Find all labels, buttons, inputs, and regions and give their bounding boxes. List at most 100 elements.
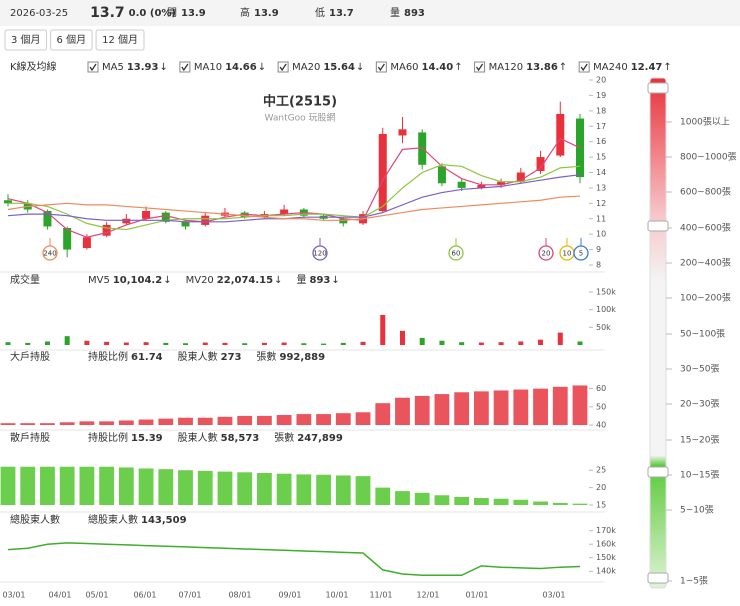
candle-body [477, 184, 486, 188]
candle-body [102, 224, 111, 236]
candle-body [280, 209, 289, 215]
bar [178, 417, 193, 425]
legend-value: 12.47 [631, 62, 663, 73]
bar [296, 414, 312, 425]
field-value: 10,104.2 [113, 275, 162, 286]
bar [118, 420, 134, 425]
bar [577, 341, 583, 345]
y-tick-label: 60 [596, 384, 606, 393]
bar [5, 342, 11, 345]
bar [64, 336, 70, 345]
y-tick-label: 8 [596, 261, 601, 270]
legend-arrow: ↑ [559, 62, 567, 73]
bar [335, 475, 351, 505]
depth-label: 50~100張 [680, 329, 725, 340]
y-tick-label: 150k [596, 553, 616, 562]
bar [257, 473, 272, 505]
range-button-label[interactable]: 12 個月 [102, 33, 138, 46]
y-tick-label: 140k [596, 567, 616, 576]
bar [237, 415, 253, 425]
bar [178, 470, 193, 505]
bar [316, 474, 331, 505]
checkbox[interactable] [474, 61, 486, 73]
x-tick-label: 08/01 [228, 591, 251, 600]
ma-marker-label: 120 [313, 250, 326, 258]
field-label: 量 [297, 274, 307, 286]
legend-arrow: ↓ [356, 62, 364, 73]
x-tick-label: 03/01 [2, 591, 25, 600]
quote-value: 893 [404, 8, 425, 19]
range-button-label[interactable]: 3 個月 [11, 33, 41, 46]
field-value: 143,509 [141, 515, 187, 526]
bar [513, 499, 529, 505]
bar [439, 340, 445, 345]
candle-body [181, 221, 190, 227]
bar [335, 413, 351, 425]
y-tick-label: 150k [596, 288, 616, 297]
bar [414, 492, 430, 505]
bar [473, 498, 489, 505]
y-tick-label: 50k [596, 323, 611, 332]
bar [513, 389, 529, 425]
candle-body [201, 215, 210, 225]
legend-name: MA20 [292, 62, 320, 73]
checkbox[interactable] [87, 61, 99, 73]
slider-handle[interactable] [647, 572, 669, 584]
chart-title: 中工(2515) [263, 94, 337, 110]
field-value: 61.74 [131, 352, 163, 363]
depth-label: 100~200張 [680, 293, 731, 304]
candle-body [457, 181, 466, 188]
bar [222, 342, 228, 345]
bar [197, 417, 213, 425]
range-button-label[interactable]: 6 個月 [57, 33, 87, 46]
slider-handle[interactable] [647, 220, 669, 232]
depth-label: 5~10張 [680, 505, 714, 516]
change: 0.0 (0%) [129, 8, 176, 19]
x-tick-label: 06/01 [133, 591, 156, 600]
field-value: 992,889 [280, 352, 326, 363]
bar [163, 342, 169, 345]
quote-value: 13.9 [181, 8, 206, 19]
panel-label: 成交量 [10, 273, 40, 286]
checkbox[interactable] [578, 61, 590, 73]
checkbox[interactable] [277, 61, 289, 73]
y-tick-label: 14 [596, 168, 606, 177]
range-button[interactable] [4, 29, 48, 51]
depth-label: 1000張以上 [680, 117, 730, 128]
slider-handle[interactable] [647, 466, 669, 478]
header-bar [0, 0, 740, 26]
checkmark [476, 63, 484, 72]
legend-name: MA10 [194, 62, 222, 73]
bar [355, 412, 371, 425]
bar [360, 341, 366, 345]
bar [375, 487, 391, 505]
y-tick-label: 11 [596, 214, 606, 223]
ma-marker-label: 10 [563, 250, 572, 258]
price: 13.7 [90, 5, 125, 21]
bar [197, 470, 213, 505]
y-tick-label: 9 [596, 245, 601, 254]
ma-marker [448, 245, 464, 261]
bar [518, 341, 524, 345]
checkmark [89, 63, 97, 72]
bar [40, 466, 55, 505]
slider-handle[interactable] [647, 82, 669, 94]
range-button[interactable] [95, 29, 145, 51]
bar [79, 421, 95, 425]
bar [380, 314, 386, 345]
bar [375, 403, 391, 425]
checkbox[interactable] [375, 61, 387, 73]
field-label: 張數 [257, 350, 277, 363]
checkbox[interactable] [179, 61, 191, 73]
candle-body [497, 181, 506, 185]
candle-body [378, 133, 387, 212]
bar [395, 491, 410, 505]
field-value: 22,074.15 [217, 275, 273, 286]
candle-body [82, 237, 91, 249]
bar [257, 415, 272, 425]
range-button[interactable] [50, 29, 93, 51]
bar [498, 342, 504, 345]
candle-body [142, 211, 151, 219]
bar [434, 495, 450, 505]
candle-body [122, 218, 131, 224]
